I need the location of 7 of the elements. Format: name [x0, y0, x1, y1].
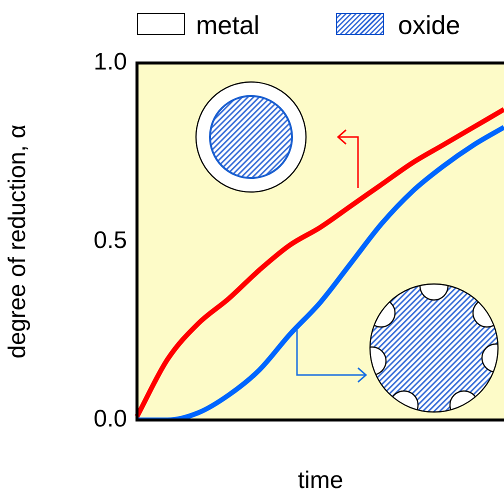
- y-tick-label: 1.0: [94, 48, 127, 76]
- text: metal: [196, 10, 260, 40]
- y-tick-label: 0.0: [94, 406, 127, 433]
- x-axis-title: time: [298, 467, 344, 494]
- text: oxide: [398, 10, 460, 40]
- y-tick-label: 0.5: [94, 227, 127, 254]
- y-axis-title: degree of reduction, α: [4, 124, 32, 359]
